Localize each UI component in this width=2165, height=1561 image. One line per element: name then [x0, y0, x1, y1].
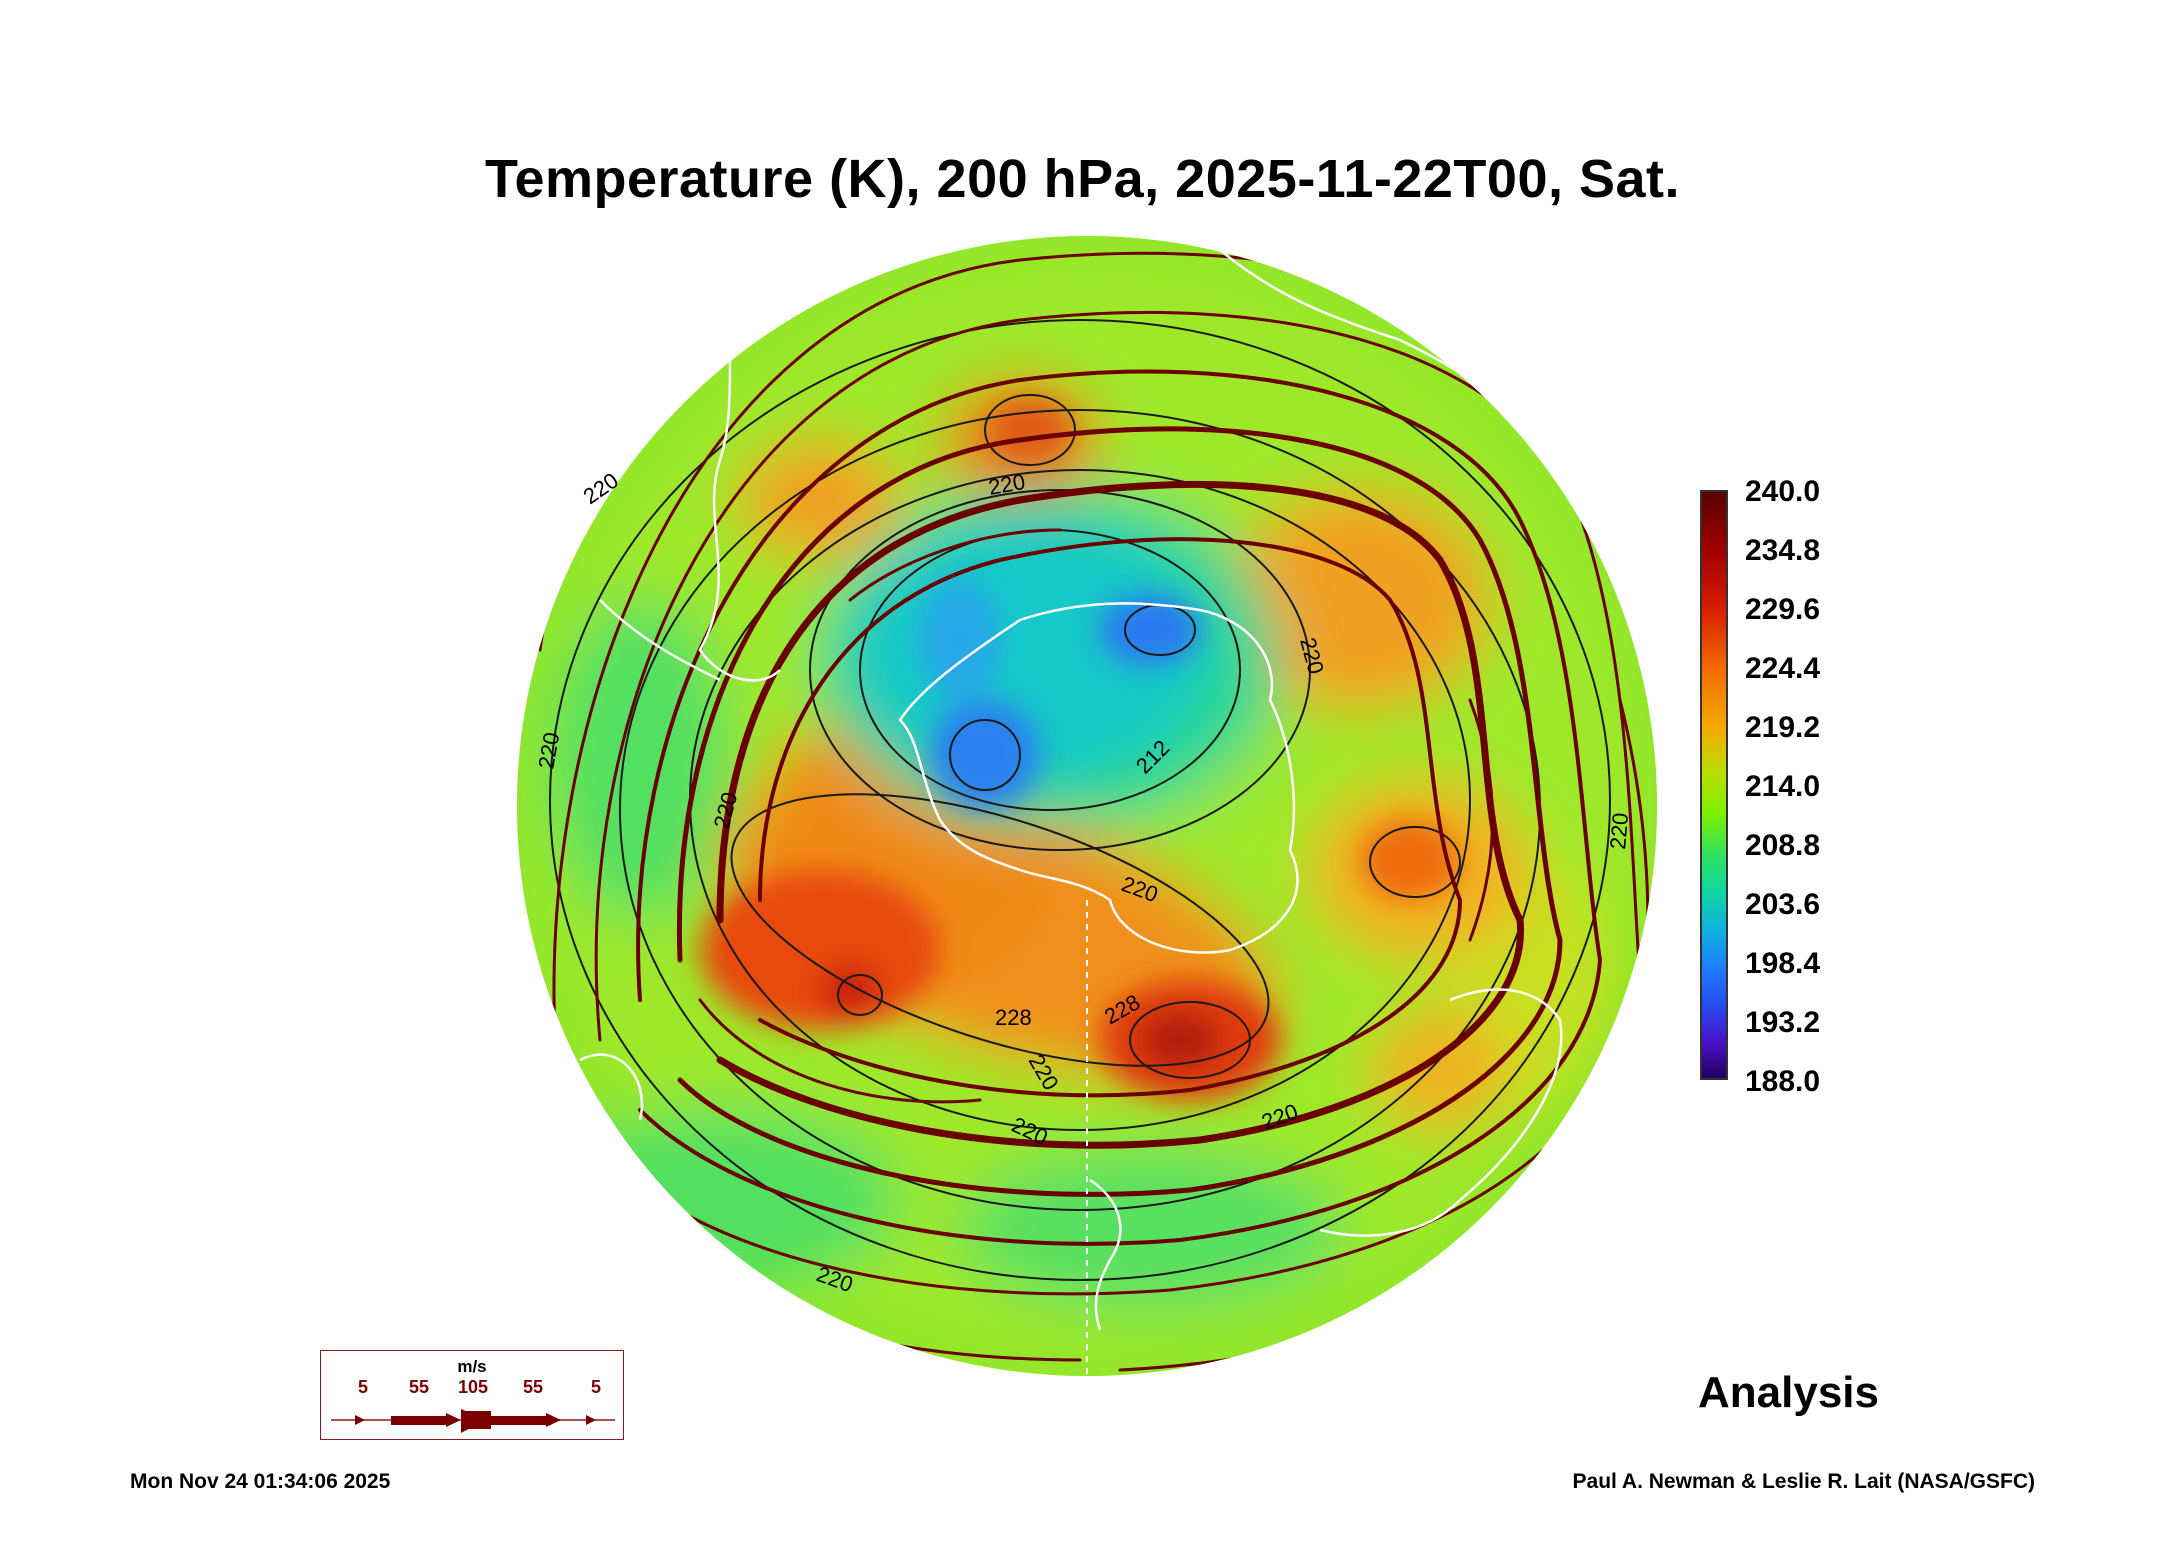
- temperature-colorbar: [1700, 490, 1728, 1080]
- colorbar-label: 214.0: [1745, 770, 1821, 803]
- credit: Paul A. Newman & Leslie R. Lait (NASA/GS…: [1572, 1470, 2035, 1493]
- colorbar-label: 224.4: [1745, 652, 1821, 685]
- legend-speed: 55: [522, 1377, 544, 1397]
- analysis-label: Analysis: [1698, 1368, 1879, 1417]
- contour-labels: 220 220 220 212 220 228 228 220 220 220 …: [533, 468, 1633, 1298]
- legend-speed: 5: [590, 1377, 602, 1397]
- legend-arrow-icon: [331, 1409, 615, 1433]
- legend-speed: 5: [357, 1377, 369, 1397]
- colorbar-label: 203.6: [1745, 888, 1821, 921]
- colorbar-label: 188.0: [1745, 1065, 1821, 1098]
- map-title: Temperature (K), 200 hPa, 2025-11-22T00,…: [484, 149, 1681, 209]
- colorbar-label: 229.6: [1745, 593, 1821, 626]
- colorbar-label: 193.2: [1745, 1006, 1821, 1039]
- legend-unit: m/s: [457, 1357, 487, 1376]
- timestamp: Mon Nov 24 01:34:06 2025: [130, 1470, 391, 1493]
- colorbar-label: 234.8: [1745, 534, 1821, 567]
- legend-speed: 55: [408, 1377, 430, 1397]
- wind-speed-legend: m/s 5 55 105 55 5: [320, 1350, 624, 1440]
- colorbar-label: 198.4: [1745, 947, 1821, 980]
- colorbar-label: 208.8: [1745, 829, 1821, 862]
- contour-label: 220: [1605, 812, 1633, 851]
- contour-label: 228: [995, 1005, 1032, 1030]
- legend-speed: 105: [457, 1377, 489, 1397]
- colorbar-label: 219.2: [1745, 711, 1821, 744]
- colorbar-label: 240.0: [1745, 475, 1821, 508]
